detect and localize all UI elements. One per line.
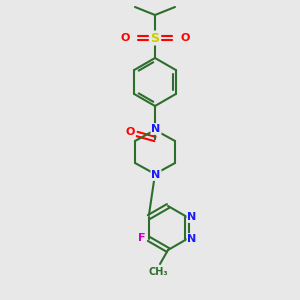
Text: N: N [188,234,197,244]
Text: O: O [120,33,130,43]
Text: O: O [125,127,135,137]
Text: N: N [152,170,160,180]
Text: CH₃: CH₃ [148,267,168,277]
Text: O: O [180,33,190,43]
Text: N: N [152,124,160,134]
Text: N: N [188,212,197,222]
Text: S: S [151,32,160,44]
Text: F: F [138,233,146,243]
